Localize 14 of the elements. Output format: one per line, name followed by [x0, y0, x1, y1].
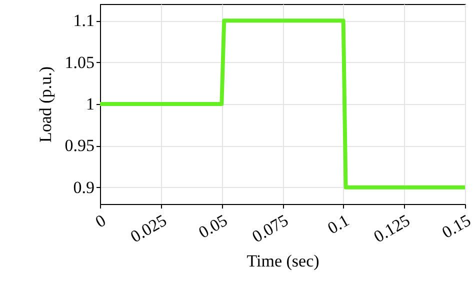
- y-tick-label: 1.05: [64, 52, 94, 72]
- x-tick-label: 0: [92, 210, 109, 232]
- y-tick-label: 0.95: [64, 136, 94, 156]
- x-axis-title: Time (sec): [246, 251, 320, 270]
- y-axis-title: Load (p.u.): [36, 66, 55, 143]
- x-tick-label: 0.025: [127, 210, 170, 246]
- x-tick-label: 0.125: [370, 210, 414, 246]
- x-tick-label: 0.05: [195, 210, 231, 242]
- y-tick-label: 0.9: [73, 178, 94, 197]
- y-tick-label: 1: [86, 94, 94, 114]
- x-tick-label: 0.15: [438, 210, 474, 242]
- x-tick-label: 0.075: [248, 210, 292, 246]
- x-tick-label: 0.1: [324, 210, 352, 238]
- y-tick-label: 1.1: [73, 11, 94, 30]
